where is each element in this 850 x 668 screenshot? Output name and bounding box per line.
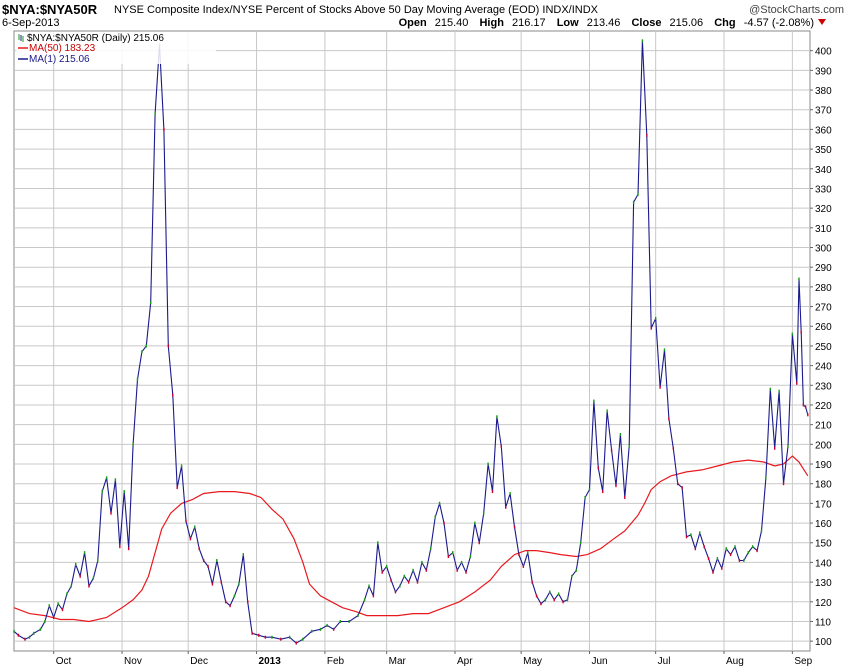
- y-tick-label: 250: [815, 342, 832, 353]
- x-tick-label: Nov: [124, 656, 142, 667]
- high-label: High: [479, 17, 504, 29]
- y-tick-label: 240: [815, 362, 832, 373]
- symbol-description: NYSE Composite Index/NYSE Percent of Sto…: [114, 4, 599, 16]
- down-arrow-icon: [818, 19, 826, 25]
- ma50-series: [13, 455, 809, 623]
- close-value: 215.06: [669, 17, 704, 29]
- open-label: Open: [398, 17, 427, 29]
- legend-ma50: MA(50) 183.23: [29, 43, 96, 54]
- y-tick-label: 390: [815, 66, 832, 77]
- price-series: [13, 40, 809, 644]
- y-tick-label: 310: [815, 224, 832, 235]
- x-axis-ticks: Oct Nov Dec 2013 Feb Mar Apr May Jun Jul Aug Sep: [53, 651, 813, 667]
- symbol-title: $NYA:$NYA50R: [2, 2, 98, 17]
- x-tick-label: Apr: [457, 656, 473, 667]
- price-line: [13, 40, 809, 644]
- y-tick-label: 110: [815, 617, 831, 628]
- x-tick-label: Jul: [658, 656, 671, 667]
- x-tick-label: Dec: [190, 656, 208, 667]
- quote-date: 6-Sep-2013: [2, 17, 60, 29]
- ma50-line: [13, 455, 809, 623]
- y-tick-label: 380: [815, 86, 832, 97]
- y-tick-label: 400: [815, 47, 832, 58]
- low-value: 213.46: [586, 17, 621, 29]
- y-tick-label: 190: [815, 460, 832, 471]
- chg-label: Chg: [714, 17, 736, 29]
- y-tick-label: 350: [815, 145, 832, 156]
- y-tick-label: 210: [815, 421, 832, 432]
- y-tick-label: 280: [815, 283, 832, 294]
- y-tick-label: 160: [815, 519, 832, 530]
- x-tick-label: Oct: [56, 656, 72, 667]
- price-markers: [13, 39, 809, 645]
- quote-row: 6-Sep-2013 Open 215.40 High 216.17 Low 2…: [0, 16, 850, 30]
- x-tick-label: Mar: [389, 656, 407, 667]
- x-tick-label: 2013: [259, 656, 282, 667]
- x-tick-label: Aug: [726, 656, 744, 667]
- grid-lines: [14, 31, 810, 651]
- close-label: Close: [631, 17, 662, 29]
- y-tick-label: 300: [815, 244, 832, 255]
- y-tick-label: 230: [815, 381, 832, 392]
- legend: $NYA:$NYA50R (Daily) 215.06 MA(50) 183.2…: [16, 32, 216, 65]
- y-tick-label: 290: [815, 263, 832, 274]
- y-tick-label: 130: [815, 578, 832, 589]
- low-label: Low: [556, 17, 579, 29]
- x-tick-label: May: [523, 656, 542, 667]
- legend-main-icon: [18, 34, 24, 42]
- open-value: 215.40: [434, 17, 469, 29]
- y-tick-label: 120: [815, 598, 832, 609]
- y-tick-label: 260: [815, 322, 832, 333]
- chart-title-row: $NYA:$NYA50R NYSE Composite Index/NYSE P…: [0, 2, 850, 18]
- y-tick-label: 370: [815, 106, 832, 117]
- chg-value: -4.57 (-2.08%): [743, 17, 814, 29]
- x-tick-label: Feb: [327, 656, 345, 667]
- y-tick-label: 200: [815, 440, 832, 451]
- legend-main: $NYA:$NYA50R (Daily) 215.06: [27, 33, 164, 44]
- brand-watermark: @StockCharts.com: [749, 4, 844, 16]
- y-tick-label: 320: [815, 204, 832, 215]
- y-tick-label: 220: [815, 401, 832, 412]
- x-tick-label: Jun: [592, 656, 608, 667]
- y-tick-label: 330: [815, 184, 832, 195]
- y-tick-label: 180: [815, 480, 832, 491]
- legend-ma1: MA(1) 215.06: [29, 54, 90, 65]
- y-tick-label: 100: [815, 637, 832, 648]
- quote-values: Open 215.40 High 216.17 Low 213.46 Close…: [399, 17, 814, 29]
- y-axis-ticks: 100 110 120 130 140 150 160 170 180 190 200 210 220 2…: [810, 47, 832, 648]
- plot-area: [13, 30, 811, 652]
- legend-background: [16, 32, 216, 64]
- x-tick-label: Sep: [794, 656, 812, 667]
- y-tick-label: 340: [815, 165, 832, 176]
- y-tick-label: 360: [815, 125, 832, 136]
- y-tick-label: 170: [815, 499, 832, 510]
- y-tick-label: 270: [815, 303, 832, 314]
- y-tick-label: 140: [815, 558, 832, 569]
- y-tick-label: 150: [815, 539, 832, 550]
- high-value: 216.17: [511, 17, 546, 29]
